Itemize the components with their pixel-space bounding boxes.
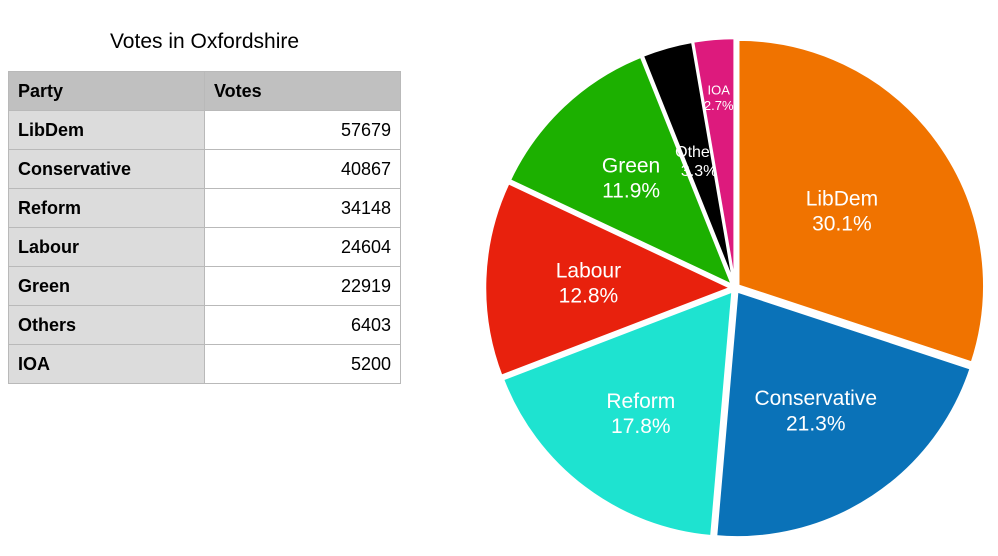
slice-label-labour: Labour 12.8% (556, 259, 621, 307)
slice-label-reform: Reform 17.8% (606, 390, 675, 438)
slice-label-percent: 30.1% (812, 213, 872, 236)
header-votes: Votes (204, 71, 401, 111)
slice-label-percent: 17.8% (611, 415, 671, 438)
slice-label-percent: 11.9% (602, 180, 660, 203)
party-cell: IOA (8, 344, 205, 384)
pie-slice-labour (483, 181, 735, 378)
table-title: Votes in Oxfordshire (109, 30, 300, 53)
header-party: Party (8, 71, 205, 111)
slice-label-name: LibDem (806, 187, 878, 210)
table-row: IOA 5200 (8, 344, 401, 384)
slice-label-percent: 3.3% (681, 163, 717, 180)
slice-label-green: Green 11.9% (602, 154, 660, 202)
slice-label-name: Reform (606, 390, 675, 413)
table-row: Green 22919 (8, 266, 401, 306)
slice-label-percent: 12.8% (559, 285, 619, 308)
party-cell: Reform (8, 188, 205, 228)
slice-label-percent: 2.7% (704, 98, 734, 113)
votes-cell: 34148 (204, 188, 401, 228)
pie-slice-conservative (714, 289, 973, 539)
pie-slice-ioa (691, 36, 736, 285)
pie-slice-green (508, 55, 735, 288)
table-header-row: Party Votes (8, 71, 401, 111)
votes-cell: 40867 (204, 149, 401, 189)
party-cell: Others (8, 305, 205, 345)
slice-label-libdem: LibDem 30.1% (806, 187, 878, 235)
votes-cell: 57679 (204, 110, 401, 150)
table-row: LibDem 57679 (8, 110, 401, 150)
votes-cell: 6403 (204, 305, 401, 345)
slice-label-name: IOA (708, 82, 731, 97)
votes-cell: 5200 (204, 344, 401, 384)
pie-slice-libdem (736, 38, 986, 365)
slice-label-conservative: Conservative 21.3% (754, 387, 877, 435)
party-cell: LibDem (8, 110, 205, 150)
table-row: Conservative 40867 (8, 149, 401, 189)
slice-label-percent: 21.3% (786, 412, 846, 435)
table-row: Labour 24604 (8, 227, 401, 267)
slice-label-name: Green (602, 154, 660, 177)
slice-label-ioa: IOA 2.7% (704, 82, 734, 113)
party-cell: Labour (8, 227, 205, 267)
votes-cell: 22919 (204, 266, 401, 306)
votes-cell: 24604 (204, 227, 401, 267)
pie-chart: LibDem 30.1% Conservative 21.3% Reform 17.8% L… (483, 36, 986, 539)
slice-label-name: Conservative (754, 387, 877, 410)
slice-label-name: Labour (556, 259, 621, 282)
pie-slice-reform (501, 289, 735, 538)
party-cell: Conservative (8, 149, 205, 189)
party-cell: Green (8, 266, 205, 306)
table-row: Others 6403 (8, 305, 401, 345)
table-row: Reform 34148 (8, 188, 401, 228)
votes-table: Party Votes LibDem 57679 Conservative 40… (8, 71, 401, 384)
